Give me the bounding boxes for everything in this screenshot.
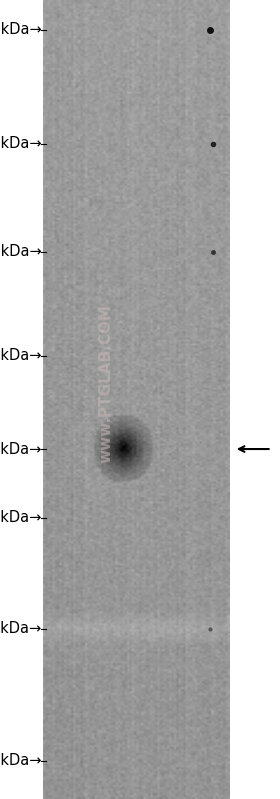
Text: 70 kDa→: 70 kDa→ — [0, 348, 41, 363]
Text: 100 kDa→: 100 kDa→ — [0, 244, 41, 259]
Text: 20 kDa→: 20 kDa→ — [0, 753, 41, 768]
Text: 30 kDa→: 30 kDa→ — [0, 622, 41, 636]
Text: 40 kDa→: 40 kDa→ — [0, 511, 41, 525]
Text: 250 kDa→: 250 kDa→ — [0, 22, 41, 37]
Text: www.PTGLAB.COM: www.PTGLAB.COM — [99, 304, 114, 463]
Text: 150 kDa→: 150 kDa→ — [0, 137, 41, 151]
Text: 50 kDa→: 50 kDa→ — [0, 442, 41, 456]
